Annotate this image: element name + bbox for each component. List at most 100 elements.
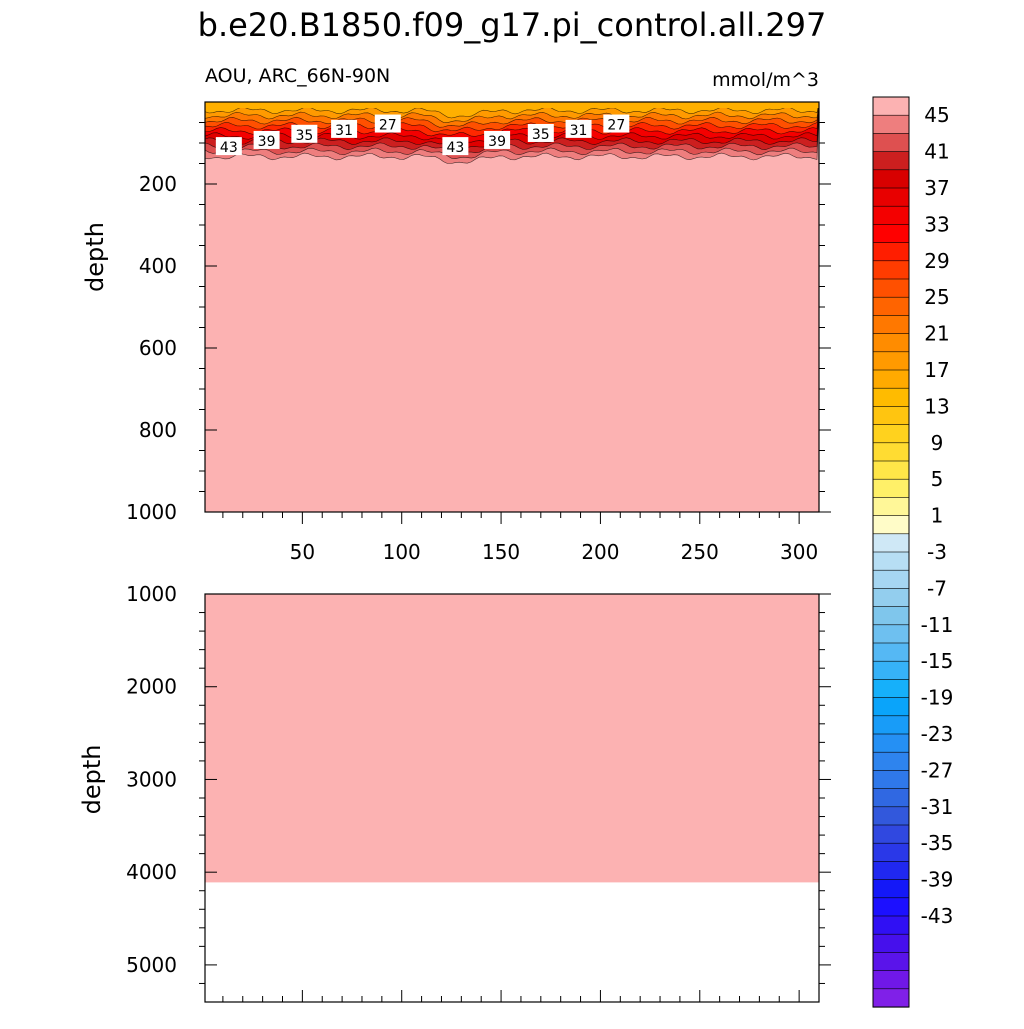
colorbar-swatch xyxy=(872,296,910,317)
colorbar-label: -23 xyxy=(921,722,954,746)
colorbar-swatch xyxy=(872,915,910,935)
contour-label-text: 27 xyxy=(379,118,397,134)
colorbar-label: 29 xyxy=(924,249,949,273)
y-tick-label: 200 xyxy=(139,172,177,196)
contour-label-box xyxy=(565,119,592,138)
colorbar-frame xyxy=(872,96,910,1008)
colorbar-label: 37 xyxy=(924,176,949,200)
contour-label-box xyxy=(215,137,242,156)
colorbar-swatch xyxy=(872,515,910,535)
contour-label-text: 39 xyxy=(258,134,276,150)
contour-label-box xyxy=(253,130,280,149)
colorbar-label: -39 xyxy=(921,868,954,892)
colorbar-swatch xyxy=(872,806,910,826)
colorbar-swatch xyxy=(872,533,910,553)
colorbar-swatch xyxy=(872,351,910,371)
colorbar-label: 45 xyxy=(924,103,949,127)
colorbar-label: -31 xyxy=(921,795,954,819)
contour-label-text: 39 xyxy=(488,134,506,150)
colorbar-swatch xyxy=(872,551,910,571)
colorbar-swatch xyxy=(872,497,910,517)
contour-label-box xyxy=(291,124,318,143)
contour-label-text: 43 xyxy=(220,140,238,156)
colorbar-swatch xyxy=(872,824,910,844)
colorbar-swatch xyxy=(872,96,910,116)
colorbar-swatch xyxy=(872,333,910,353)
colorbar-swatch xyxy=(872,442,910,462)
contour-label: 35 xyxy=(291,124,318,144)
bottom-field-fill xyxy=(205,594,819,883)
contour-label-box xyxy=(484,130,511,149)
colorbar-swatch xyxy=(872,114,910,134)
contour-label: 39 xyxy=(253,130,280,150)
colorbar-swatch xyxy=(872,151,910,171)
x-tick-label: 250 xyxy=(681,540,719,564)
colorbar-swatch xyxy=(872,788,910,808)
contour-label-box xyxy=(331,119,358,138)
contour-label: 27 xyxy=(603,114,630,134)
colorbar-swatch xyxy=(872,861,910,881)
colorbar-swatch xyxy=(872,569,910,590)
contour-label-text: 43 xyxy=(446,140,464,156)
contour-label: 31 xyxy=(565,119,592,139)
x-tick-label: 100 xyxy=(383,540,421,564)
colorbar-swatch xyxy=(872,624,910,644)
contour-label-box xyxy=(527,123,554,142)
colorbar-label: -15 xyxy=(921,649,954,673)
colorbar-swatch xyxy=(872,187,910,207)
colorbar-swatch xyxy=(872,205,910,225)
colorbar-swatch xyxy=(872,606,910,626)
contour-label-text: 35 xyxy=(532,127,550,143)
x-tick-label: 300 xyxy=(780,540,818,564)
y-axis-label: depth xyxy=(81,222,109,292)
colorbar-label: -3 xyxy=(927,540,947,564)
colorbar-label: -27 xyxy=(921,758,954,782)
bottom-panel: 1000 2000 3000 4000 5000 depth xyxy=(78,582,831,1003)
top-panel: 43 39 35 31 27 43 39 35 31 27 200 400 600 800 1000 dept… xyxy=(81,101,831,564)
colorbar-swatch xyxy=(872,478,910,499)
y-tick-label: 400 xyxy=(139,254,177,278)
colorbar-label: 13 xyxy=(924,394,949,418)
colorbar-swatch xyxy=(872,260,910,280)
y-tick-label: 5000 xyxy=(126,953,177,977)
y-tick-label: 1000 xyxy=(126,582,177,606)
contour-label-box xyxy=(603,114,630,133)
colorbar-swatch xyxy=(872,406,910,426)
colorbar-swatch xyxy=(872,733,910,753)
contour-label-text: 31 xyxy=(570,123,588,139)
y-tick-label: 800 xyxy=(139,418,177,442)
colorbar-swatch xyxy=(872,842,910,863)
contour-label: 39 xyxy=(484,130,511,150)
contour-label-box xyxy=(374,114,401,133)
contour-label-text: 27 xyxy=(607,118,625,134)
colorbar-label: 41 xyxy=(924,140,949,164)
colorbar-label: 17 xyxy=(924,358,949,382)
contour-label-text: 35 xyxy=(295,128,313,144)
colorbar-swatch xyxy=(872,387,910,408)
colorbar-label: 25 xyxy=(924,285,949,309)
left-subtitle: AOU, ARC_66N-90N xyxy=(205,65,390,87)
contour-label-text: 31 xyxy=(335,123,353,139)
colorbar-swatch xyxy=(872,933,910,954)
colorbar-swatch xyxy=(872,642,910,662)
y-tick-label: 4000 xyxy=(126,860,177,884)
y-tick-label: 600 xyxy=(139,336,177,360)
y-tick-label: 1000 xyxy=(126,500,177,524)
contour-label: 35 xyxy=(527,123,554,143)
colorbar-label: 1 xyxy=(931,504,944,528)
colorbar-swatch xyxy=(872,988,910,1008)
colorbar-swatch xyxy=(872,133,910,153)
colorbar-swatch xyxy=(872,879,910,899)
top-field-fill xyxy=(205,102,819,512)
colorbar-swatch xyxy=(872,679,910,699)
colorbar-swatch xyxy=(872,169,910,189)
units-label: mmol/m^3 xyxy=(712,69,819,91)
colorbar-swatch xyxy=(872,660,910,681)
colorbar-swatch xyxy=(872,315,910,335)
colorbar-swatch xyxy=(872,588,910,608)
colorbar-swatch xyxy=(872,697,910,717)
colorbar-swatch xyxy=(872,970,910,990)
colorbar-swatch xyxy=(872,770,910,790)
x-tick-label: 150 xyxy=(482,540,520,564)
